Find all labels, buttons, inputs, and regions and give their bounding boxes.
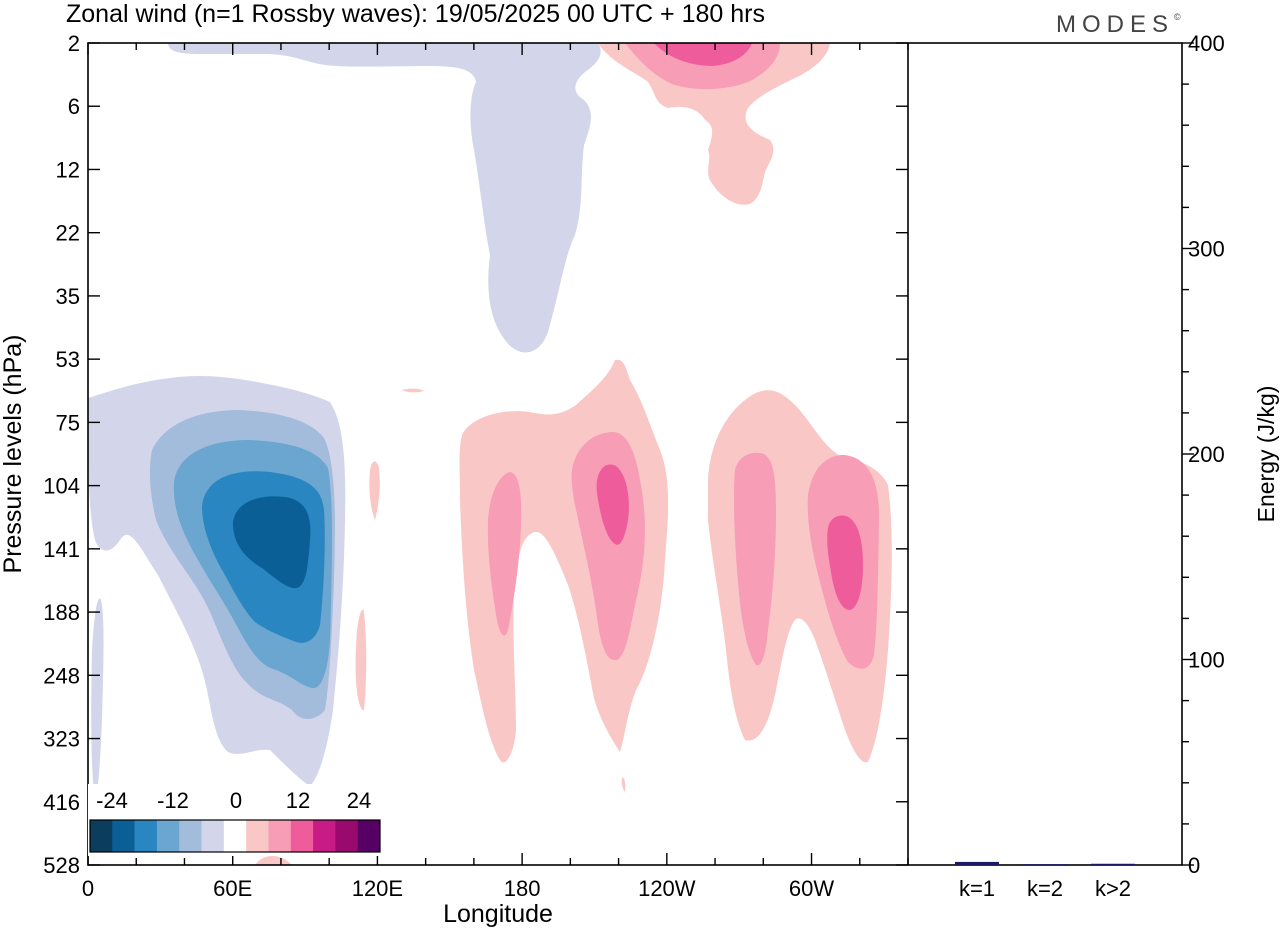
contour-positive-pair-a-4 [487,472,522,636]
y-tick-label: 75 [56,410,80,435]
contour-positive-pair-b-2 [733,452,776,666]
x-tick-label: 120E [352,876,403,901]
x-tick-label: 0 [82,876,94,901]
colorbar-swatch [313,820,336,852]
colorbar-swatch [90,820,113,852]
energy-bar [1091,863,1135,865]
contour-negative-lobe-5 [232,496,311,589]
y-tick-label: 141 [43,537,80,562]
y-tick-label: 2 [68,31,80,56]
y-tick-label: 12 [56,157,80,182]
contour-negative-sliver [91,598,104,800]
colorbar-label: 12 [286,788,310,813]
contour-positive-sliver-1 [369,461,380,520]
energy-tick-label: 300 [1188,237,1225,262]
energy-tick-label: 0 [1188,853,1200,878]
contour-field [88,43,892,865]
y-tick-label: 528 [43,853,80,878]
colorbar-swatch [268,820,292,852]
energy-bar [955,861,999,865]
colorbar-swatch [357,820,381,852]
colorbar-label: -24 [96,788,128,813]
contour-positive-upper-3 [654,43,752,66]
energy-tick-label: 200 [1188,442,1225,467]
contour-positive-sliver-2 [355,609,367,711]
contour-positive-sliver-4 [621,777,626,792]
colorbar-swatch [112,820,135,852]
colorbar-label: 24 [347,788,371,813]
energy-bars: k=1 k=2 k>2 [955,861,1135,901]
energy-category-label: k>2 [1095,876,1131,901]
colorbar-frame [89,819,381,853]
energy-axis-ticks: 0 100 200 300 400 [1182,31,1225,878]
colorbar-swatch [335,820,358,852]
colorbar-swatch [134,820,158,852]
y-axis-ticks: 2 6 12 22 35 53 75 104 141 188 248 323 416 528 [43,31,908,878]
contour-positive-pair-a-3 [596,464,629,545]
contour-positive-pair-b-4 [827,515,863,610]
colorbar-label: 0 [230,788,242,813]
y-tick-label: 53 [56,347,80,372]
brand-logo: MODES© [1056,11,1187,38]
colorbar-swatch [290,820,314,852]
chart-title: Zonal wind (n=1 Rossby waves): 19/05/202… [66,0,765,28]
y-tick-label: 35 [56,284,80,309]
y-tick-label: 6 [68,94,80,119]
x-axis-ticks: 0 60E 120E 180 120W 60W [82,43,909,901]
energy-category-label: k=2 [1027,876,1063,901]
y-tick-label: 248 [43,663,80,688]
energy-tick-label: 400 [1188,31,1225,56]
colorbar-swatch [156,820,180,852]
contour-positive-upper-1 [598,43,830,205]
colorbar-swatch [179,820,202,852]
colorbar-swatch [223,820,247,852]
energy-tick-label: 100 [1188,648,1225,673]
energy-axis-label: Energy (J/kg) [1253,386,1279,523]
contour-positive-sliver-3 [402,388,424,393]
colorbar: -24 -12 0 12 24 [88,784,382,856]
x-tick-label: 60W [789,876,834,901]
y-tick-label: 188 [43,600,80,625]
x-tick-label: 180 [504,876,541,901]
y-tick-label: 22 [56,221,80,246]
colorbar-label: -12 [157,788,189,813]
y-tick-label: 104 [43,474,80,499]
y-tick-label: 416 [43,790,80,815]
y-axis-label: Pressure levels (hPa) [0,335,27,574]
energy-category-label: k=1 [959,876,995,901]
x-axis-label: Longitude [443,900,553,928]
colorbar-swatch [201,820,225,852]
contour-positive-bottom [255,855,292,865]
colorbar-swatch [246,820,269,852]
contour-negative-upper [168,43,601,353]
y-tick-label: 323 [43,727,80,752]
x-tick-label: 120W [638,876,696,901]
x-tick-label: 60E [213,876,252,901]
energy-bar [1023,864,1067,865]
